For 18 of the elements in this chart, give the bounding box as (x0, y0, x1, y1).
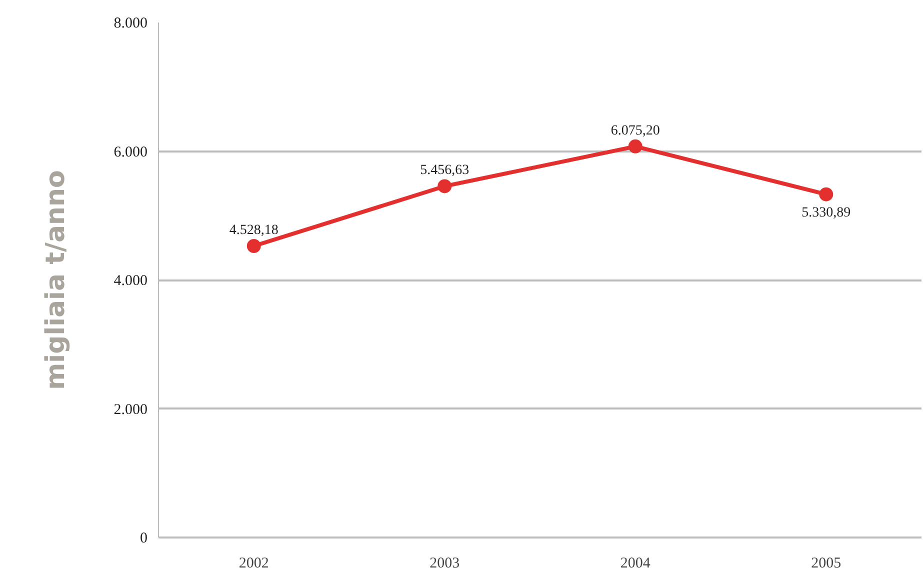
point (819, 187, 834, 202)
y-tick-label: 6.000 (114, 144, 148, 160)
y-tick-label: 4.000 (114, 273, 148, 289)
point (628, 139, 642, 154)
data-label: 4.528,18 (229, 223, 278, 238)
point (438, 179, 452, 194)
y-axis-title: migliaia t/anno (40, 170, 71, 390)
x-tick-label: 2004 (620, 556, 651, 572)
data-label: 6.075,20 (610, 123, 660, 138)
x-tick-label: 2003 (430, 556, 460, 572)
data-label: 5.330,89 (802, 205, 851, 220)
y-tick-label: 8.000 (114, 16, 148, 32)
y-tick-label: 0 (140, 530, 148, 546)
x-tick-label: 2005 (811, 556, 842, 572)
x-tick-label: 2002 (238, 556, 269, 572)
data-label: 5.456,63 (420, 163, 470, 178)
point (246, 239, 261, 253)
y-tick-label: 2.000 (114, 402, 148, 418)
